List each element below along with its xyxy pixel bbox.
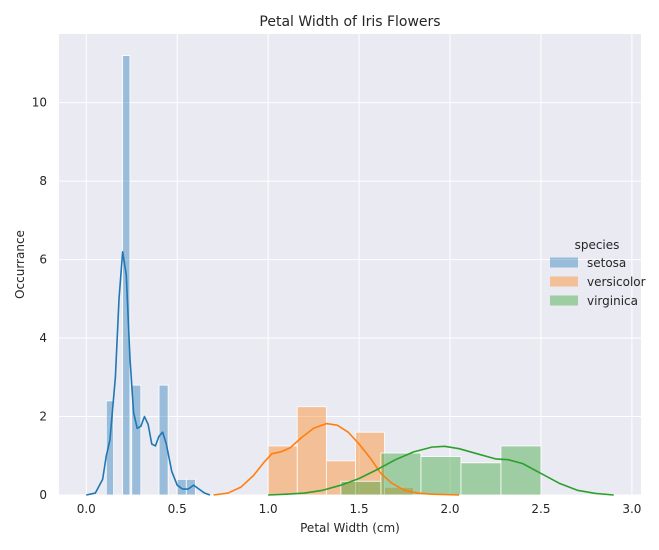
x-tick-label: 2.5 bbox=[531, 502, 550, 516]
x-tick-label: 0.5 bbox=[168, 502, 187, 516]
x-tick-label: 2.0 bbox=[440, 502, 459, 516]
histogram-bar-versicolor bbox=[296, 406, 327, 496]
histogram-bar-versicolor bbox=[355, 431, 385, 496]
plot-area bbox=[59, 34, 641, 495]
kde-line-setosa bbox=[86, 250, 211, 496]
histogram-bar-setosa bbox=[158, 384, 169, 496]
x-tick-label: 3.0 bbox=[622, 502, 641, 516]
x-tick-label: 1.0 bbox=[259, 502, 278, 516]
chart-title: Petal Width of Iris Flowers bbox=[259, 14, 440, 30]
y-tick-label: 6 bbox=[39, 253, 47, 267]
x-tick-label: 1.5 bbox=[350, 502, 369, 516]
y-tick-label: 0 bbox=[39, 488, 47, 502]
y-axis-ticks: 0 2 4 6 8 10 bbox=[32, 96, 47, 502]
legend-label-setosa: setosa bbox=[587, 256, 626, 270]
x-axis-ticks: 0.0 0.5 1.0 1.5 2.0 2.5 3.0 bbox=[77, 502, 642, 516]
x-axis-label: Petal Width (cm) bbox=[300, 521, 400, 535]
y-axis-label: Occurrance bbox=[13, 230, 27, 299]
legend-swatch-virginica bbox=[550, 295, 578, 306]
y-tick-label: 10 bbox=[32, 96, 47, 110]
legend-label-virginica: virginica bbox=[587, 294, 638, 308]
histogram-bar-virginica bbox=[420, 456, 462, 496]
kde-curves bbox=[86, 250, 614, 496]
grid-lines bbox=[59, 34, 641, 496]
y-tick-label: 8 bbox=[39, 174, 47, 188]
x-tick-label: 0.0 bbox=[77, 502, 96, 516]
histogram-bar-setosa bbox=[131, 384, 142, 496]
y-tick-label: 2 bbox=[39, 410, 47, 424]
legend: species setosa versicolor virginica bbox=[550, 238, 646, 308]
legend-swatch-versicolor bbox=[550, 276, 578, 287]
kde-line-virginica bbox=[268, 445, 614, 496]
histogram-bar-virginica bbox=[460, 462, 502, 496]
y-tick-label: 4 bbox=[39, 331, 47, 345]
kde-line-versicolor bbox=[213, 422, 460, 496]
legend-label-versicolor: versicolor bbox=[587, 275, 646, 289]
histogram-bar-setosa bbox=[105, 400, 114, 496]
legend-swatch-setosa bbox=[550, 257, 578, 268]
legend-title: species bbox=[575, 238, 620, 252]
